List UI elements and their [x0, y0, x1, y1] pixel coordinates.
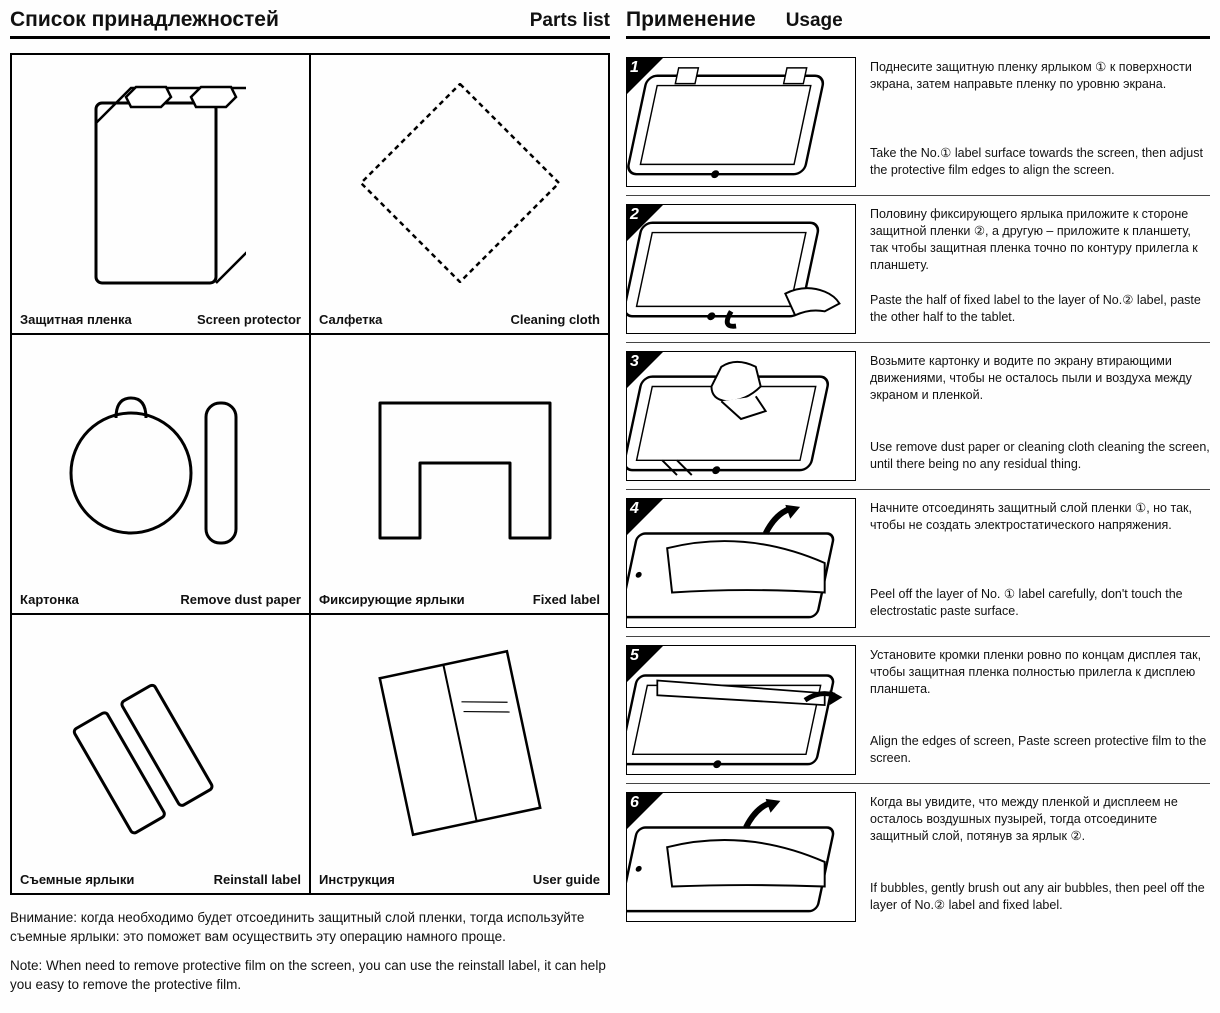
note-en: Note: When need to remove protective fil…: [10, 957, 610, 995]
step-4: 4 Начните отсоединять защитный слой плен…: [626, 494, 1210, 637]
step-text-en: Use remove dust paper or cleaning cloth …: [870, 439, 1210, 473]
step-number: 2: [630, 206, 639, 224]
cell-label-ru: Картонка: [20, 592, 79, 607]
cell-label-en: User guide: [533, 872, 600, 887]
step-text-en: If bubbles, gently brush out any air bub…: [870, 880, 1210, 914]
step-text-en: Peel off the layer of No. ① label carefu…: [870, 586, 1210, 620]
step-number: 4: [630, 500, 639, 518]
cell-label-en: Cleaning cloth: [510, 312, 600, 327]
step-2-illustration: [626, 204, 856, 334]
step-5-illustration: [626, 645, 856, 775]
step-4-illustration: [626, 498, 856, 628]
cell-dust-paper: Картонка Remove dust paper: [11, 334, 310, 614]
parts-grid: Защитная пленка Screen protector Салфетка…: [10, 53, 610, 895]
step-1-illustration: [626, 57, 856, 187]
cell-label-en: Reinstall label: [214, 872, 301, 887]
parts-heading-en: Parts list: [530, 10, 610, 32]
screen-protector-icon: [76, 73, 246, 293]
step-2: 2 Половину фиксирующего ярлыка приложите…: [626, 200, 1210, 343]
cell-user-guide: Инструкция User guide: [310, 614, 609, 894]
parts-list-column: Список принадлежностей Parts list Защитн…: [10, 8, 610, 1005]
step-6-illustration: [626, 792, 856, 922]
fixed-label-icon: [350, 363, 570, 563]
parts-list-heading: Список принадлежностей Parts list: [10, 8, 610, 39]
usage-heading-ru: Применение: [626, 8, 756, 32]
user-guide-icon: [350, 643, 570, 843]
note-block: Внимание: когда необходимо будет отсоеди…: [10, 909, 610, 995]
step-number: 6: [630, 794, 639, 812]
cell-cleaning-cloth: Салфетка Cleaning cloth: [310, 54, 609, 334]
step-text-en: Align the edges of screen, Paste screen …: [870, 733, 1210, 767]
note-ru: Внимание: когда необходимо будет отсоеди…: [10, 909, 610, 947]
step-number: 3: [630, 353, 639, 371]
step-6: 6 Когда вы увидите, что между пленкой и …: [626, 788, 1210, 930]
step-text-en: Take the No.① label surface towards the …: [870, 145, 1210, 179]
cell-fixed-label: Фиксирующие ярлыки Fixed label: [310, 334, 609, 614]
cell-screen-protector: Защитная пленка Screen protector: [11, 54, 310, 334]
cell-label-ru: Фиксирующие ярлыки: [319, 592, 465, 607]
dust-paper-icon: [51, 363, 271, 563]
parts-heading-ru: Список принадлежностей: [10, 8, 279, 32]
cell-label-ru: Салфетка: [319, 312, 382, 327]
cell-label-en: Screen protector: [197, 312, 301, 327]
step-text-ru: Половину фиксирующего ярлыка приложите к…: [870, 206, 1210, 274]
step-text-ru: Начните отсоединять защитный слой пленки…: [870, 500, 1210, 534]
usage-column: Применение Usage 1: [626, 8, 1210, 1005]
step-text-en: Paste the half of fixed label to the lay…: [870, 292, 1210, 326]
step-number: 5: [630, 647, 639, 665]
step-number: 1: [630, 59, 639, 77]
step-text-ru: Поднесите защитную пленку ярлыком ① к по…: [870, 59, 1210, 93]
usage-heading: Применение Usage: [626, 8, 1210, 39]
step-1: 1 Поднесите защитную пленку ярлыком ① к …: [626, 53, 1210, 196]
reinstall-label-icon: [51, 643, 271, 843]
cell-label-en: Remove dust paper: [180, 592, 301, 607]
cell-label-ru: Съемные ярлыки: [20, 872, 134, 887]
cell-label-en: Fixed label: [533, 592, 600, 607]
step-text-ru: Возьмите картонку и водите по экрану вти…: [870, 353, 1210, 404]
steps-container: 1 Поднесите защитную пленку ярлыком ① к …: [626, 53, 1210, 930]
step-3-illustration: [626, 351, 856, 481]
usage-heading-en: Usage: [786, 10, 843, 32]
cell-label-ru: Инструкция: [319, 872, 395, 887]
cell-reinstall-label: Съемные ярлыки Reinstall label: [11, 614, 310, 894]
cell-label-ru: Защитная пленка: [20, 312, 132, 327]
step-3: 3 Возьмите картонку и водите по экрану в: [626, 347, 1210, 490]
step-text-ru: Когда вы увидите, что между пленкой и ди…: [870, 794, 1210, 845]
cleaning-cloth-icon: [350, 83, 570, 283]
step-5: 5 Установите кромки пленки ровно по конц: [626, 641, 1210, 784]
step-text-ru: Установите кромки пленки ровно по концам…: [870, 647, 1210, 698]
